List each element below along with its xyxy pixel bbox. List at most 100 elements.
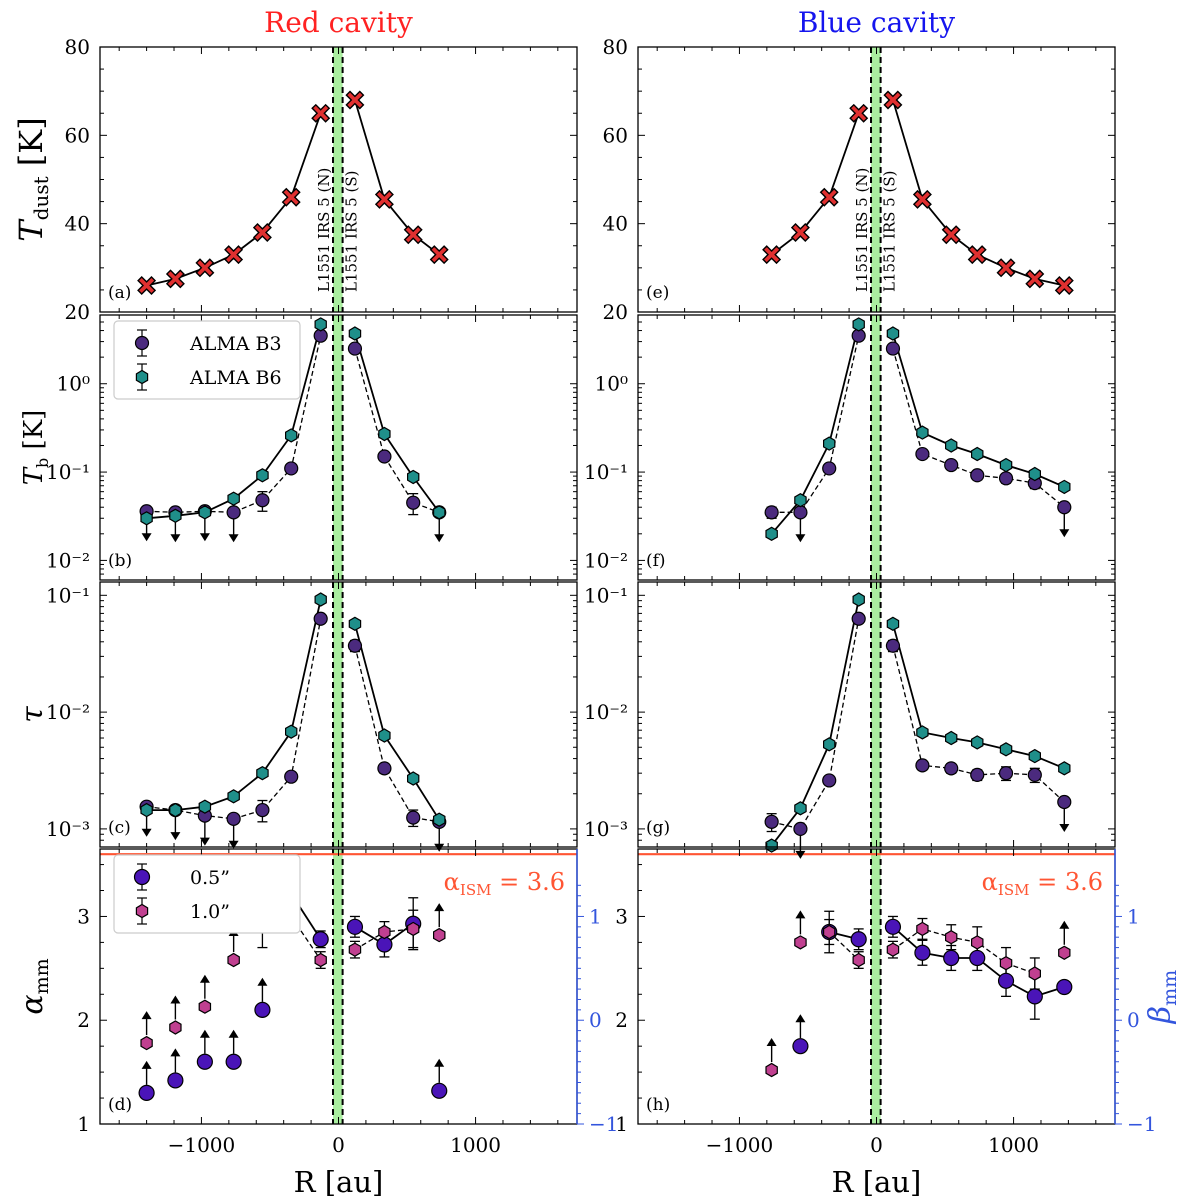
panel-c-label: (c) xyxy=(108,818,131,838)
panel-g-b3-point xyxy=(944,761,959,776)
panel-a-ytick-label: 20 xyxy=(65,300,90,324)
panel-g-ytick-label: 10⁻³ xyxy=(584,817,628,841)
title-red-cavity: Red cavity xyxy=(264,6,413,39)
panel-b-b3-point xyxy=(284,461,299,476)
panel-b-b6-point xyxy=(256,468,269,483)
panel-a-tdust-point xyxy=(252,223,272,242)
panel-c-ytick-label: 10⁻¹ xyxy=(46,583,90,607)
panel-b-b6-point xyxy=(169,508,182,523)
panel-h-xlabel: R [au] xyxy=(832,1165,922,1199)
panel-b-legend-label: ALMA B3 xyxy=(189,333,282,355)
panel-d-beta-tick-label: 1 xyxy=(589,904,602,928)
panel-c-source-band xyxy=(333,582,343,847)
panel-d-source-band xyxy=(333,849,343,1124)
panel-c-b6-point xyxy=(227,789,240,804)
panel-f-b6-point xyxy=(944,438,958,453)
panel-d-alpha10-lower-limit-head xyxy=(170,995,181,1004)
panel-h-alpha10-point xyxy=(970,935,984,950)
panel-d-alpha05-point xyxy=(431,1082,448,1099)
panel-f-b3-point xyxy=(1057,500,1072,515)
panel-g-ytick-label: 10⁻¹ xyxy=(584,583,628,607)
panel-h-alpha05-point xyxy=(997,972,1015,989)
panel-b-b3-point xyxy=(406,495,421,510)
ylabel-tdust: Tdust [K] xyxy=(12,117,53,241)
panel-e-tdust-point xyxy=(1054,276,1074,295)
panel-d-ism-label: αISM = 3.6 xyxy=(444,868,565,899)
panel-e-tdust-point xyxy=(912,189,932,209)
panel-b-ytick-label: 10⁰ xyxy=(57,372,90,396)
panel-h-alpha05-point xyxy=(914,944,931,961)
panel-b-b3-point xyxy=(377,449,392,464)
panel-d-alpha05-point xyxy=(376,936,393,953)
panel-h-alpha10-lower-limit-head xyxy=(795,910,806,919)
panel-b-b3-upper-limit-head xyxy=(141,533,152,542)
panel-g-b6-point xyxy=(822,737,836,752)
panel-c-b6-point xyxy=(407,771,420,786)
panel-d-ytick-label: 3 xyxy=(77,904,90,928)
panel-h-alpha10-point xyxy=(1028,966,1042,981)
panel-d-legend xyxy=(113,854,301,934)
panel-e-tdust-point xyxy=(941,225,961,245)
panel-h-alpha10-line-1 xyxy=(892,928,1036,975)
title-blue-cavity: Blue cavity xyxy=(798,6,955,39)
panel-g-b6-line-0 xyxy=(770,599,860,847)
panel-b-legend-marker xyxy=(135,369,149,385)
panel-d-alpha05-lower-limit-head xyxy=(257,977,268,986)
panel-h-alpha10-lower-limit-head xyxy=(766,1038,777,1046)
panel-h-xtick-label: −1000 xyxy=(706,1133,774,1157)
panel-c-b6-line-1 xyxy=(354,623,440,821)
panel-a-source-band xyxy=(333,47,343,312)
panel-e-label: (e) xyxy=(646,283,669,303)
panel-f-ytick-label: 10⁻¹ xyxy=(584,460,628,484)
panel-c-b6-point xyxy=(285,724,298,739)
panel-f-b6-point xyxy=(822,436,836,451)
panel-h-xtick-label: 0 xyxy=(870,1133,883,1157)
panel-g-b3-point xyxy=(793,821,808,837)
panel-e-tdust-point xyxy=(1025,269,1045,289)
panel-b-b3-upper-limit-head xyxy=(228,534,239,543)
panel-f-label: (f) xyxy=(646,551,666,571)
panel-d-xtick-label: 1000 xyxy=(450,1133,501,1157)
panel-c-b3-point xyxy=(255,802,270,818)
panel-h-alpha05-point xyxy=(884,918,902,935)
panel-g-b3-point xyxy=(970,767,985,782)
panel-g-label: (g) xyxy=(646,818,670,838)
panel-d-legend-label: 0.5” xyxy=(190,867,230,889)
panel-d-alpha05-point xyxy=(196,1053,213,1070)
panel-h-alpha05-point xyxy=(969,949,986,967)
panel-h-alpha10-point xyxy=(999,956,1013,971)
panel-f-b6-point xyxy=(970,446,984,462)
panel-e-tdust-point xyxy=(883,90,903,110)
panel-b-b6-point xyxy=(198,505,212,520)
panel-c-b6-point xyxy=(314,592,327,607)
panel-f-b6-point xyxy=(1028,466,1042,482)
ylabel-tb: Tb [K] xyxy=(19,410,52,486)
panel-b-b6-point xyxy=(407,469,420,485)
panel-g-b6-point xyxy=(794,801,807,816)
panel-g-b3-point xyxy=(1057,794,1072,810)
panel-h-alpha10-point xyxy=(886,942,900,957)
panel-f-b3-point xyxy=(998,471,1014,486)
panel-h-xtick-label: 1000 xyxy=(988,1133,1039,1157)
panel-f-b3-point xyxy=(885,341,901,356)
panel-e-ytick-label: 60 xyxy=(603,123,628,147)
panel-f-ytick-label: 10⁻² xyxy=(584,548,628,572)
panel-d-alpha10-lower-limit-head xyxy=(141,1011,152,1020)
panel-a-source-label-n: L1551 IRS 5 (N) xyxy=(315,168,333,292)
panel-g-b3-point xyxy=(998,766,1014,781)
panel-d-alpha05-point xyxy=(312,931,329,948)
panel-b-legend-marker xyxy=(134,335,150,351)
panel-a-tdust-point xyxy=(165,269,185,289)
panel-e-tdust-point xyxy=(849,103,869,123)
panel-d-alpha05-lower-limit-head xyxy=(170,1048,181,1057)
panel-h-alpha10-point xyxy=(916,921,929,937)
panel-b-b3-upper-limit-head xyxy=(434,534,445,543)
panel-b-b6-point xyxy=(285,428,298,443)
panel-d-alpha05-lower-limit-head xyxy=(434,1058,445,1067)
panel-f-source-band xyxy=(871,315,881,580)
panel-d-legend-marker xyxy=(135,903,149,919)
panel-d-alpha05-point xyxy=(225,1053,242,1070)
panel-g-b6-point xyxy=(999,742,1013,757)
panel-b-ytick-label: 10⁻¹ xyxy=(46,460,90,484)
panel-d-legend-label: 1.0” xyxy=(190,901,230,923)
